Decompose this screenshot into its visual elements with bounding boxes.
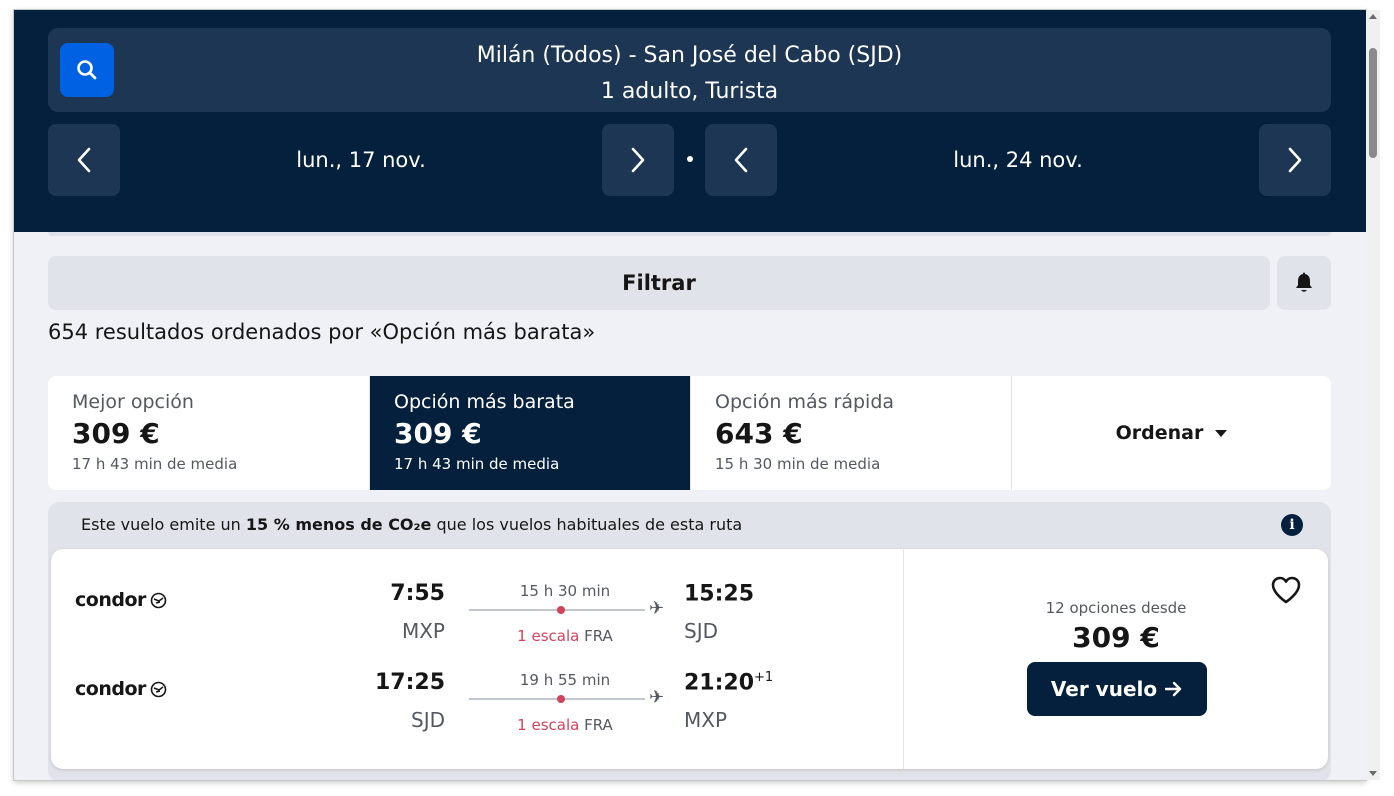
stops-count: 1 escala: [517, 627, 580, 645]
tab-label: Opción más barata: [394, 391, 575, 413]
caret-down-icon: [1215, 429, 1228, 437]
stop-dot: [557, 695, 565, 703]
arrive-airport: SJD: [684, 619, 718, 643]
arrive-time: 21:20+1: [684, 670, 773, 695]
airline-logo: condor: [75, 678, 167, 700]
stop-airport: FRA: [584, 627, 613, 645]
search-summary[interactable]: Milán (Todos) - San José del Cabo (SJD) …: [48, 28, 1331, 112]
tab-price: 643 €: [715, 417, 803, 450]
date-separator-dot: [687, 156, 693, 162]
arrive-time: 15:25: [684, 581, 754, 606]
tab-duration: 17 h 43 min de media: [394, 455, 560, 473]
return-prev-day-button[interactable]: [705, 124, 777, 196]
outbound-leg: condor 7:55 MXP 15 h 30 min ✈ 1 escala F…: [51, 579, 903, 659]
browser-window: Milán (Todos) - San José del Cabo (SJD) …: [14, 10, 1366, 780]
return-next-day-button[interactable]: [1259, 124, 1331, 196]
arrive-time-value: 21:20: [684, 670, 755, 696]
condor-bird-icon: [150, 681, 167, 697]
airline-name: condor: [75, 678, 146, 700]
route-line: [469, 695, 645, 703]
airline-logo: condor: [75, 589, 167, 611]
depart-airport: SJD: [411, 708, 445, 732]
view-flight-button[interactable]: Ver vuelo: [1027, 662, 1207, 716]
route-line: [469, 606, 645, 614]
page-scrollbar[interactable]: [1366, 10, 1380, 780]
return-date[interactable]: lun., 24 nov.: [953, 148, 1083, 172]
tab-cheapest[interactable]: Opción más barata 309 € 17 h 43 min de m…: [369, 376, 690, 490]
chevron-right-icon: [631, 147, 645, 173]
day-offset: +1: [754, 670, 774, 685]
flight-duration: 19 h 55 min: [519, 671, 611, 689]
search-summary-text: Milán (Todos) - San José del Cabo (SJD) …: [118, 38, 1261, 110]
arrive-time-value: 15:25: [684, 581, 755, 607]
stop-dot: [557, 606, 565, 614]
price-alert-button[interactable]: [1277, 256, 1331, 310]
info-icon[interactable]: i: [1281, 514, 1303, 536]
view-flight-label: Ver vuelo: [1050, 677, 1158, 701]
flight-price: 309 €: [1072, 621, 1160, 654]
scroll-thumb[interactable]: [1369, 48, 1377, 158]
condor-bird-icon: [150, 592, 167, 608]
route-label: Milán (Todos) - San José del Cabo (SJD): [476, 43, 903, 68]
sort-dropdown-label: Ordenar: [1115, 422, 1204, 444]
search-button[interactable]: [60, 43, 114, 97]
result-card: Este vuelo emite un 15 % menos de CO₂e q…: [48, 502, 1331, 780]
arrive-airport: MXP: [684, 708, 728, 732]
tab-duration: 15 h 30 min de media: [715, 455, 881, 473]
tab-label: Mejor opción: [72, 391, 194, 413]
tab-price: 309 €: [72, 417, 160, 450]
co2-banner: Este vuelo emite un 15 % menos de CO₂e q…: [81, 515, 742, 534]
scroll-down-arrow[interactable]: [1369, 771, 1377, 776]
return-date-picker: lun., 24 nov.: [705, 124, 1331, 196]
travellers-label: 1 adulto, Turista: [600, 79, 779, 104]
outbound-date-picker: lun., 17 nov.: [48, 124, 674, 196]
depart-airport: MXP: [401, 619, 445, 643]
co2-highlight: 15 % menos de CO₂e: [245, 515, 432, 534]
sort-dropdown[interactable]: Ordenar: [1011, 376, 1331, 490]
tab-label: Opción más rápida: [715, 391, 895, 413]
price-panel: 12 opciones desde 309 € Ver vuelo: [904, 549, 1328, 769]
return-leg: condor 17:25 SJD 19 h 55 min ✈ 1 escala …: [51, 668, 903, 748]
heart-icon[interactable]: [1270, 575, 1302, 605]
stops-info: 1 escala FRA: [469, 716, 661, 734]
flight-duration: 15 h 30 min: [519, 582, 611, 600]
arrow-right-icon: [1165, 681, 1182, 697]
stops-count: 1 escala: [517, 716, 580, 734]
header-shadow: [48, 232, 1331, 236]
scroll-up-arrow[interactable]: [1369, 14, 1377, 19]
chevron-left-icon: [77, 147, 91, 173]
options-count: 12 opciones desde: [1045, 599, 1187, 617]
search-icon: [77, 60, 97, 80]
outbound-prev-day-button[interactable]: [48, 124, 120, 196]
flight-result[interactable]: condor 7:55 MXP 15 h 30 min ✈ 1 escala F…: [51, 549, 1328, 769]
co2-prefix: Este vuelo emite un: [81, 515, 246, 534]
chevron-left-icon: [734, 147, 748, 173]
tab-duration: 17 h 43 min de media: [72, 455, 238, 473]
tab-price: 309 €: [394, 417, 482, 450]
plane-icon: ✈: [649, 598, 665, 619]
tab-fastest[interactable]: Opción más rápida 643 € 15 h 30 min de m…: [690, 376, 1011, 490]
results-summary: 654 resultados ordenados por «Opción más…: [48, 320, 596, 344]
card-divider: [903, 549, 904, 769]
chevron-right-icon: [1288, 147, 1302, 173]
depart-time: 7:55: [390, 581, 445, 606]
filter-button[interactable]: Filtrar: [48, 256, 1270, 310]
airline-name: condor: [75, 589, 146, 611]
depart-time: 17:25: [374, 670, 445, 695]
stop-airport: FRA: [584, 716, 613, 734]
search-header: Milán (Todos) - San José del Cabo (SJD) …: [14, 10, 1366, 232]
plane-icon: ✈: [649, 687, 665, 708]
sort-tabs: Mejor opción 309 € 17 h 43 min de media …: [48, 376, 1331, 490]
outbound-next-day-button[interactable]: [602, 124, 674, 196]
outbound-date[interactable]: lun., 17 nov.: [296, 148, 426, 172]
co2-suffix: que los vuelos habituales de esta ruta: [431, 515, 743, 534]
stops-info: 1 escala FRA: [469, 627, 661, 645]
tab-best-option[interactable]: Mejor opción 309 € 17 h 43 min de media: [48, 376, 369, 490]
bell-icon: [1296, 272, 1312, 292]
